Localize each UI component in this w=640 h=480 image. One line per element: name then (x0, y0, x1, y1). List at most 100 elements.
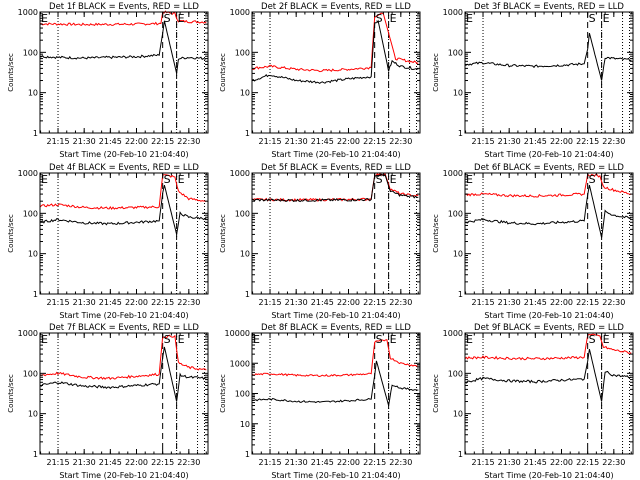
event-marker-label: S (376, 12, 383, 25)
x-tick-label: 22:15 (363, 298, 386, 307)
y-axis-label: Counts/sec (219, 53, 227, 92)
x-tick-label: 22:00 (337, 137, 360, 146)
black-events-series (464, 184, 632, 238)
x-tick-label: 21:15 (258, 137, 281, 146)
y-tick-label: 1000 (18, 8, 38, 17)
x-tick-label: 21:45 (99, 137, 122, 146)
red-lld-series (39, 174, 207, 211)
y-tick-label: 10 (240, 420, 250, 429)
x-tick-label: 21:15 (258, 458, 281, 467)
black-events-series (39, 346, 207, 402)
x-tick-label: 21:15 (46, 137, 69, 146)
x-axis-label: Start Time (20-Feb-10 21:04:40) (271, 150, 400, 159)
plot-frame (251, 332, 421, 455)
event-marker-label: E (41, 333, 48, 346)
x-tick-label: 21:15 (471, 298, 494, 307)
y-tick-label: 100 (235, 48, 250, 57)
event-marker-label: E (466, 173, 473, 186)
event-marker-label: S (376, 173, 383, 186)
y-tick-label: 1000 (443, 169, 463, 178)
x-tick-label: 21:45 (311, 137, 334, 146)
x-tick-label: 22:15 (576, 137, 599, 146)
y-tick-label: 100 (235, 209, 250, 218)
y-tick-label: 1 (33, 290, 38, 299)
red-lld-series (464, 333, 632, 361)
x-tick-label: 22:30 (602, 137, 625, 146)
y-axis-label: Counts/sec (219, 374, 227, 413)
y-tick-label: 100 (448, 48, 463, 57)
x-tick-label: 22:15 (151, 298, 174, 307)
x-tick-label: 22:00 (125, 458, 148, 467)
y-tick-label: 10 (28, 410, 38, 419)
x-tick-label: 22:15 (151, 137, 174, 146)
x-tick-label: 22:15 (576, 298, 599, 307)
chart-panel-2: Det 2f BLACK = Events, RED = LLD Counts/s… (219, 2, 421, 159)
x-tick-label: 21:30 (73, 137, 96, 146)
black-events-series (464, 348, 632, 402)
y-axis-label: Counts/sec (7, 53, 15, 92)
x-tick-label: 21:45 (311, 458, 334, 467)
chart-title: Det 9f BLACK = Events, RED = LLD (474, 323, 624, 333)
event-marker-label: S (589, 12, 596, 25)
red-lld-series (39, 334, 207, 380)
x-tick-label: 22:00 (550, 458, 573, 467)
plot-frame (464, 11, 634, 134)
x-tick-label: 21:45 (99, 298, 122, 307)
chart-title: Det 7f BLACK = Events, RED = LLD (49, 323, 199, 333)
x-tick-label: 21:30 (285, 298, 308, 307)
x-tick-label: 21:30 (285, 137, 308, 146)
event-marker-label: E (253, 333, 260, 346)
y-axis-label: Counts/sec (7, 374, 15, 413)
black-events-series (39, 184, 207, 235)
event-marker-label: E (390, 12, 397, 25)
x-tick-label: 22:00 (337, 298, 360, 307)
plot-frame (464, 332, 634, 455)
event-marker-label: S (164, 333, 171, 346)
black-events-series (39, 20, 207, 74)
x-tick-label: 21:30 (498, 458, 521, 467)
x-tick-label: 22:30 (389, 458, 412, 467)
event-marker-label: E (466, 12, 473, 25)
y-tick-label: 100 (448, 209, 463, 218)
y-tick-label: 1 (245, 450, 250, 459)
x-axis-label: Start Time (20-Feb-10 21:04:40) (59, 471, 188, 480)
x-tick-label: 21:45 (524, 458, 547, 467)
chart-title: Det 4f BLACK = Events, RED = LLD (49, 163, 199, 173)
x-tick-label: 21:30 (73, 458, 96, 467)
event-marker-label: S (164, 12, 171, 25)
x-tick-label: 21:15 (46, 458, 69, 467)
plot-frame (251, 11, 421, 134)
black-events-series (252, 360, 419, 406)
chart-title: Det 1f BLACK = Events, RED = LLD (49, 2, 199, 12)
chart-panel-4: Det 4f BLACK = Events, RED = LLD Counts/s… (7, 163, 209, 320)
x-tick-label: 21:15 (258, 298, 281, 307)
chart-title: Det 8f BLACK = Events, RED = LLD (261, 323, 411, 333)
y-tick-label: 1000 (230, 359, 250, 368)
red-lld-series (464, 172, 632, 198)
y-tick-label: 1 (458, 129, 463, 138)
event-marker-label: E (178, 12, 185, 25)
chart-panel-9: Det 9f BLACK = Events, RED = LLD Counts/s… (432, 323, 634, 480)
event-marker-label: E (603, 173, 610, 186)
y-tick-label: 1000 (230, 8, 250, 17)
x-axis-label: Start Time (20-Feb-10 21:04:40) (271, 311, 400, 320)
plot-frame (464, 172, 634, 295)
y-tick-label: 10 (240, 250, 250, 259)
chart-title: Det 5f BLACK = Events, RED = LLD (261, 163, 411, 173)
y-tick-label: 100 (23, 48, 38, 57)
y-axis-label: Counts/sec (7, 214, 15, 253)
event-marker-label: E (41, 12, 48, 25)
red-lld-series (251, 339, 419, 378)
event-marker-label: E (390, 173, 397, 186)
x-tick-label: 22:00 (550, 137, 573, 146)
x-tick-label: 22:00 (125, 137, 148, 146)
plot-frame (39, 172, 209, 295)
y-tick-label: 1 (245, 129, 250, 138)
x-tick-label: 21:45 (99, 458, 122, 467)
plot-frame (39, 332, 209, 455)
chart-panel-3: Det 3f BLACK = Events, RED = LLD Counts/s… (432, 2, 634, 159)
y-axis-label: Counts/sec (432, 214, 440, 253)
y-axis-label: Counts/sec (432, 374, 440, 413)
x-tick-label: 21:15 (46, 298, 69, 307)
black-events-series (251, 19, 419, 85)
